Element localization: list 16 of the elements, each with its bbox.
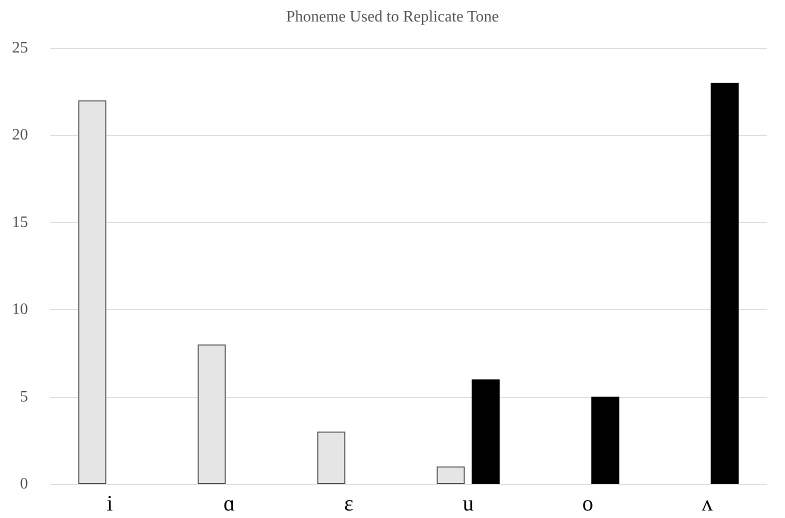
y-tick-label: 5 bbox=[20, 388, 28, 406]
x-tick-label: i bbox=[106, 490, 113, 516]
y-tick-label: 25 bbox=[12, 40, 28, 56]
y-tick-label: 15 bbox=[12, 214, 28, 231]
bar bbox=[591, 396, 620, 484]
bar bbox=[710, 82, 739, 484]
x-tick-label: o bbox=[582, 490, 594, 516]
bar bbox=[472, 379, 500, 484]
x-tick-label: ɛ bbox=[344, 490, 354, 516]
y-tick-label: 0 bbox=[20, 476, 28, 492]
x-tick-label: u bbox=[462, 490, 474, 516]
x-tick-label: ʌ bbox=[702, 490, 713, 516]
x-tick-label: ɑ bbox=[223, 490, 236, 516]
chart-title: Phoneme Used to Replicate Tone bbox=[286, 8, 499, 26]
y-tick-label: 20 bbox=[12, 126, 28, 144]
y-tick-label: 10 bbox=[12, 301, 28, 318]
